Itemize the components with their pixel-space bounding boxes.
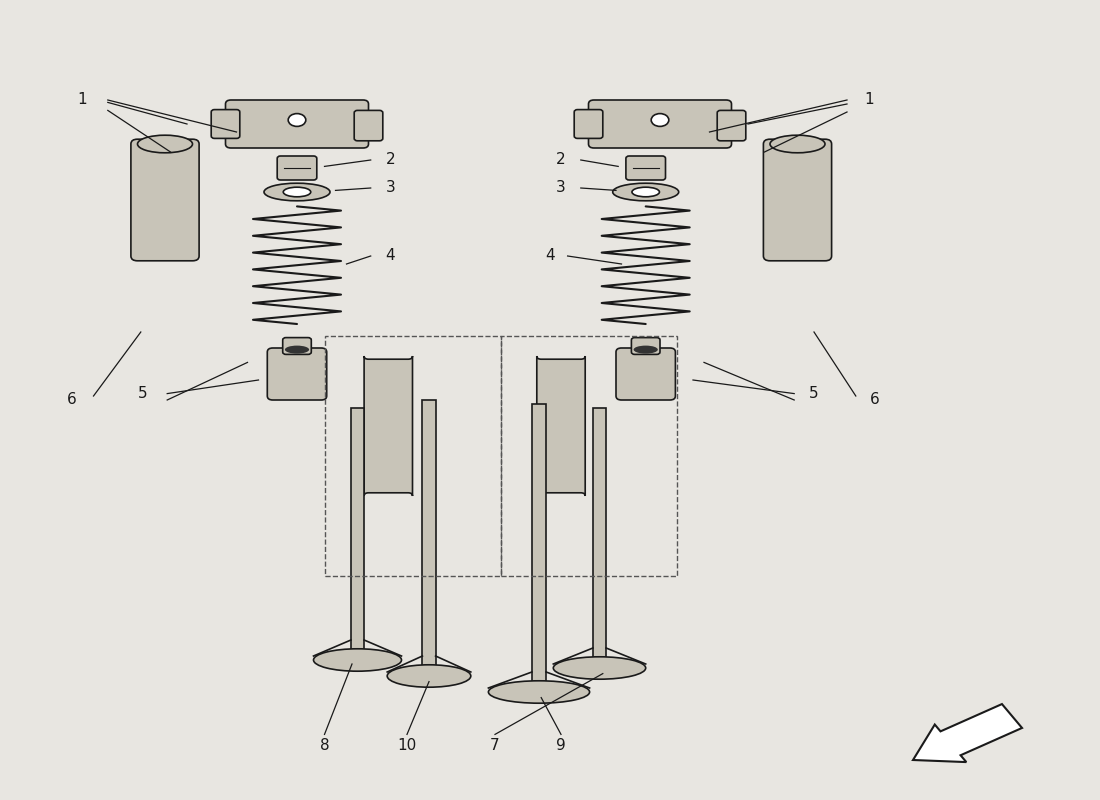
Bar — [351, 408, 364, 660]
Ellipse shape — [264, 183, 330, 201]
FancyBboxPatch shape — [717, 110, 746, 141]
FancyBboxPatch shape — [267, 348, 327, 400]
Circle shape — [651, 114, 669, 126]
Text: 2: 2 — [386, 153, 395, 167]
Text: 6: 6 — [870, 393, 879, 407]
Bar — [422, 400, 436, 676]
Bar — [500, 336, 676, 576]
Text: 2: 2 — [557, 153, 565, 167]
Ellipse shape — [631, 187, 659, 197]
Text: 10: 10 — [397, 738, 417, 753]
Text: 6: 6 — [67, 393, 76, 407]
Circle shape — [288, 114, 306, 126]
Ellipse shape — [770, 135, 825, 153]
FancyBboxPatch shape — [277, 156, 317, 180]
Ellipse shape — [387, 665, 471, 687]
FancyBboxPatch shape — [537, 356, 585, 496]
Ellipse shape — [613, 183, 679, 201]
Text: 5: 5 — [139, 386, 147, 401]
FancyBboxPatch shape — [283, 338, 311, 354]
FancyBboxPatch shape — [616, 348, 675, 400]
Bar — [593, 408, 606, 668]
FancyBboxPatch shape — [631, 338, 660, 354]
Text: 7: 7 — [491, 738, 499, 753]
FancyBboxPatch shape — [763, 139, 832, 261]
Text: 1: 1 — [78, 93, 87, 107]
FancyBboxPatch shape — [211, 110, 240, 138]
Ellipse shape — [285, 346, 309, 354]
Ellipse shape — [314, 649, 402, 671]
Ellipse shape — [284, 187, 310, 197]
Bar — [532, 404, 547, 692]
Text: 8: 8 — [320, 738, 329, 753]
Text: 3: 3 — [557, 181, 565, 195]
FancyBboxPatch shape — [364, 356, 412, 496]
Text: 4: 4 — [386, 249, 395, 263]
FancyBboxPatch shape — [626, 156, 666, 180]
Text: 9: 9 — [557, 738, 565, 753]
FancyBboxPatch shape — [226, 100, 368, 148]
Ellipse shape — [553, 657, 646, 679]
FancyBboxPatch shape — [131, 139, 199, 261]
Ellipse shape — [138, 135, 192, 153]
FancyArrow shape — [913, 704, 1022, 762]
Text: 5: 5 — [810, 386, 818, 401]
FancyBboxPatch shape — [354, 110, 383, 141]
FancyBboxPatch shape — [574, 110, 603, 138]
Text: 1: 1 — [865, 93, 873, 107]
Text: 3: 3 — [386, 181, 395, 195]
Bar — [324, 336, 500, 576]
Ellipse shape — [634, 346, 658, 354]
Text: 4: 4 — [546, 249, 554, 263]
FancyBboxPatch shape — [588, 100, 732, 148]
Ellipse shape — [488, 681, 590, 703]
